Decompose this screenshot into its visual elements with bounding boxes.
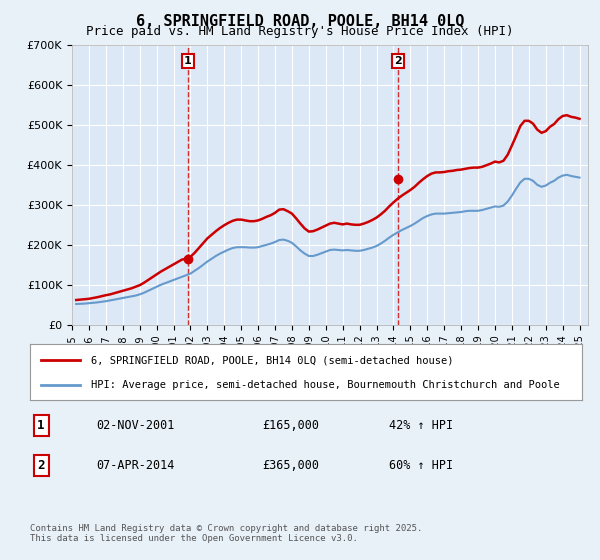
Text: 02-NOV-2001: 02-NOV-2001 (96, 419, 175, 432)
Text: Contains HM Land Registry data © Crown copyright and database right 2025.
This d: Contains HM Land Registry data © Crown c… (30, 524, 422, 543)
Text: £165,000: £165,000 (262, 419, 319, 432)
Text: 2: 2 (37, 459, 45, 472)
Text: 1: 1 (184, 56, 191, 66)
Text: 1: 1 (37, 419, 45, 432)
Text: HPI: Average price, semi-detached house, Bournemouth Christchurch and Poole: HPI: Average price, semi-detached house,… (91, 380, 559, 390)
Text: 42% ↑ HPI: 42% ↑ HPI (389, 419, 453, 432)
Text: 60% ↑ HPI: 60% ↑ HPI (389, 459, 453, 472)
Text: 07-APR-2014: 07-APR-2014 (96, 459, 175, 472)
Text: 6, SPRINGFIELD ROAD, POOLE, BH14 0LQ: 6, SPRINGFIELD ROAD, POOLE, BH14 0LQ (136, 14, 464, 29)
Text: £365,000: £365,000 (262, 459, 319, 472)
Text: 2: 2 (394, 56, 402, 66)
Text: 6, SPRINGFIELD ROAD, POOLE, BH14 0LQ (semi-detached house): 6, SPRINGFIELD ROAD, POOLE, BH14 0LQ (se… (91, 355, 453, 365)
Text: Price paid vs. HM Land Registry's House Price Index (HPI): Price paid vs. HM Land Registry's House … (86, 25, 514, 38)
